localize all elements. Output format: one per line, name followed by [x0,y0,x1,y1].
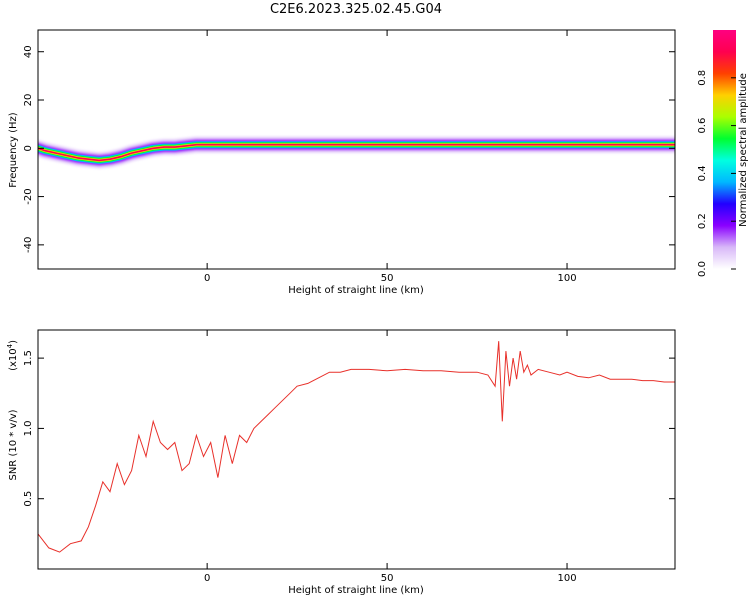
x-tick-label: 50 [381,573,394,584]
colorbar-strip [713,30,736,269]
heatmap-band [38,143,675,162]
x-tick-label: 100 [557,573,576,584]
spectrogram-heatmap [38,136,675,169]
snr-frame [37,329,676,570]
snr-y-axis-label: SNR (10 * v/v) [8,409,19,480]
x-tick-label: 100 [557,273,576,284]
x-tick-label: 50 [381,273,394,284]
x-tick-label: 0 [204,273,210,284]
colorbar-tick-label: 0.0 [697,261,708,277]
colorbar: 0.0 0.2 0.4 0.6 0.8 Normalized spectral ampl… [697,30,749,277]
x-tick-label: 0 [204,573,210,584]
y-tick-label: 1.0 [23,420,34,436]
y-tick-label: 0 [23,145,34,151]
spectrogram-ticks: 0 50 100 -40 -20 0 20 40 [23,30,675,284]
y-tick-label: -20 [23,188,34,204]
colorbar-tick-label: 0.2 [697,213,708,229]
y-tick-label: 1.5 [23,350,34,366]
snr-plot-area [38,330,675,569]
y-tick-label: 40 [23,45,34,58]
snr-series-line [38,341,675,553]
colorbar-ticks: 0.0 0.2 0.4 0.6 0.8 [697,70,736,277]
spectrogram-y-axis-label: Frequency (Hz) [8,112,19,188]
snr-panel: 0 50 100 0.5 1.0 1.5 Height of straight line … [6,329,676,596]
snr-y-multiplier: (x104) [6,340,19,371]
spectrogram-x-axis-label: Height of straight line (km) [288,285,424,296]
colorbar-tick-label: 0.6 [697,118,708,134]
y-tick-label: -40 [23,237,34,253]
colorbar-tick-label: 0.8 [697,70,708,86]
spectrogram-frame [37,29,676,270]
figure-title: C2E6.2023.325.02.45.G04 [269,2,443,17]
colorbar-label: Normalized spectral amplitude [738,73,749,227]
y-tick-label: 20 [23,94,34,107]
y-tick-label: 0.5 [23,491,34,507]
spectrogram-panel: 0 50 100 -40 -20 0 20 40 Height of straight lin… [8,29,676,296]
colorbar-tick-label: 0.4 [697,165,708,181]
snr-x-axis-label: Height of straight line (km) [288,585,424,596]
snr-ticks: 0 50 100 0.5 1.0 1.5 [23,330,675,584]
